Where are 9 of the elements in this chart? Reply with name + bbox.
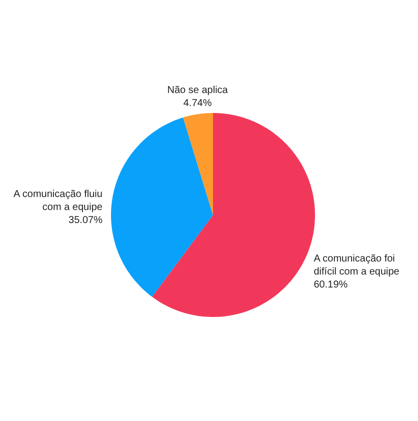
data-label: 4.74% [183, 98, 212, 110]
pie-slice [183, 113, 213, 215]
data-label: 60.19% [314, 279, 348, 290]
slice-label: Não se aplica [167, 85, 228, 96]
pie-slice [111, 117, 213, 297]
data-label: 35.07% [68, 214, 103, 226]
slice-label: A comunicação foi difícil com a equipe [314, 253, 400, 278]
pie-slice [152, 113, 315, 317]
slice-label: A comunicação fluiu com a equipe [14, 188, 103, 213]
